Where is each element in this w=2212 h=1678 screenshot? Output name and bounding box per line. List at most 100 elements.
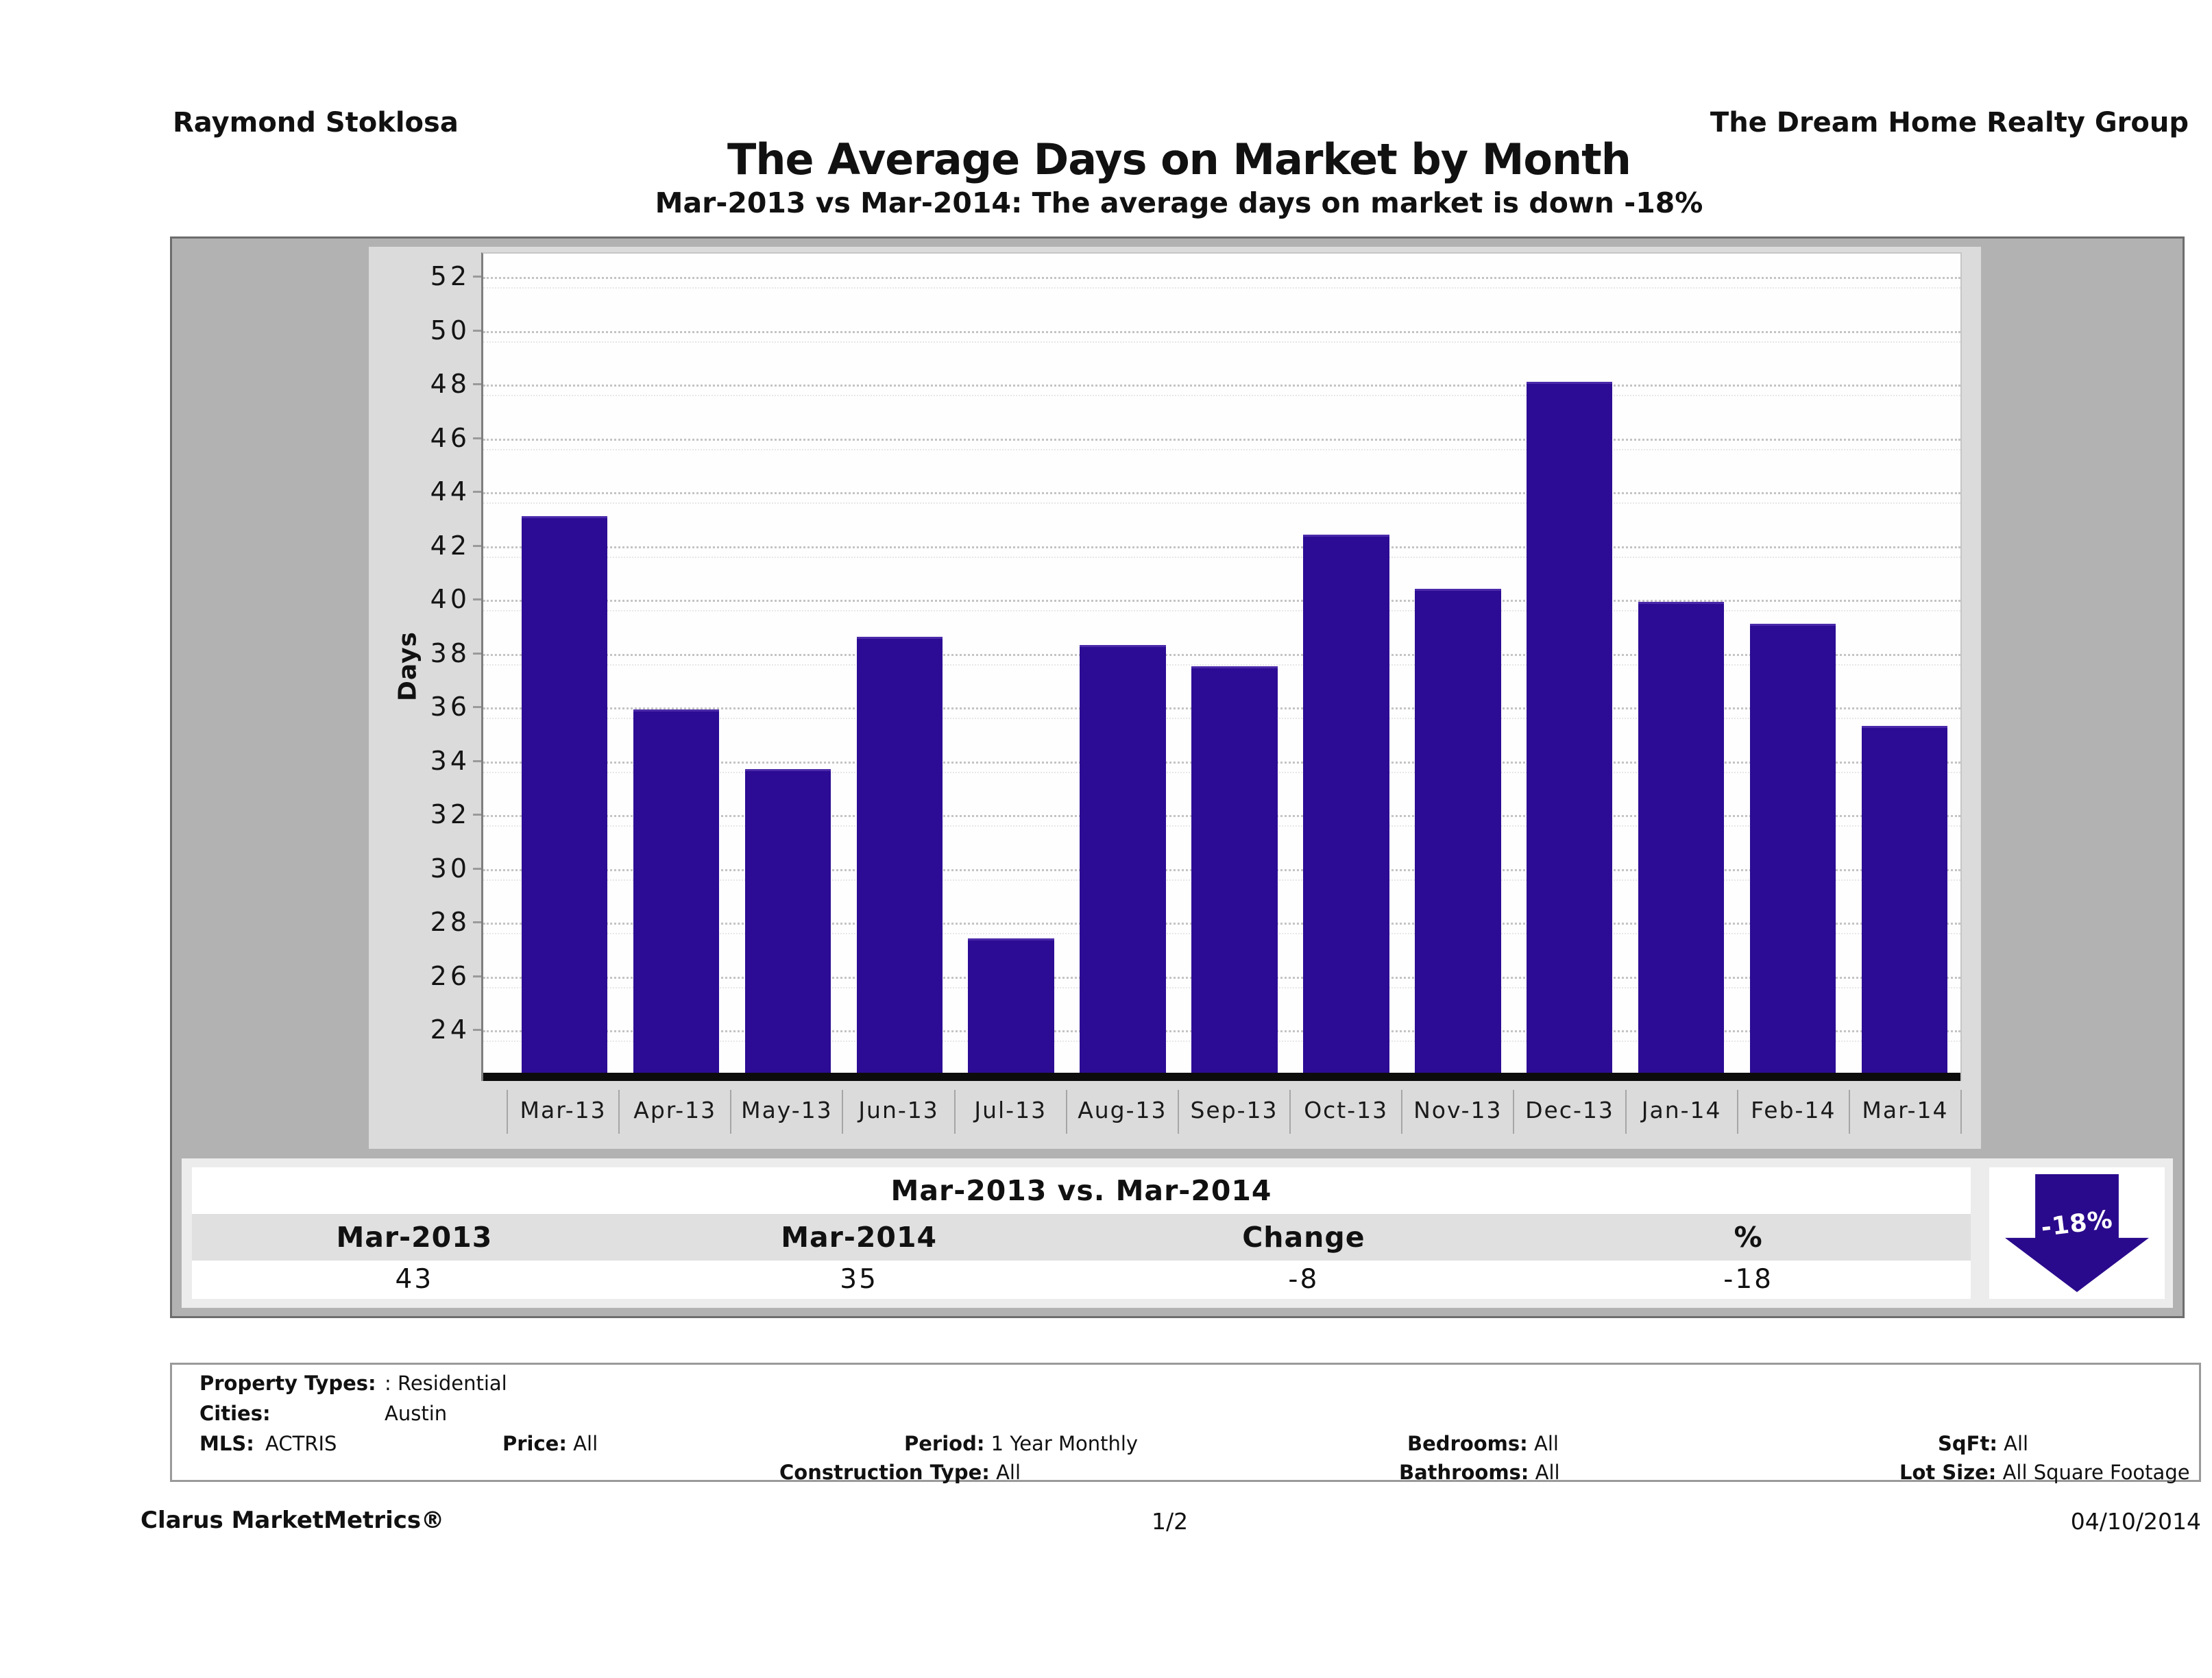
y-tick-mark <box>473 1029 481 1032</box>
x-tick-label: May-13 <box>730 1090 842 1134</box>
y-tick-label: 34 <box>430 745 470 776</box>
cities-label: Cities: <box>199 1402 271 1425</box>
bar-may-13 <box>744 769 831 1073</box>
period-label: Period: <box>904 1432 985 1455</box>
y-tick-label: 32 <box>430 799 470 830</box>
report-title: The Average Days on Market by Month <box>727 134 1631 184</box>
y-tick-mark <box>473 491 481 494</box>
y-tick-label: 26 <box>430 960 470 991</box>
cities-value: Austin <box>385 1402 448 1425</box>
trend-arrow-panel: -18% <box>1989 1167 2165 1299</box>
bar-apr-13 <box>633 709 720 1073</box>
summary-col-header-mar2014: Mar-2014 <box>781 1221 938 1254</box>
y-tick-label: 42 <box>430 530 470 561</box>
gridline <box>483 438 1960 441</box>
y-tick-label: 38 <box>430 637 470 668</box>
x-tick-label: Oct-13 <box>1289 1090 1401 1134</box>
summary-value-percent: -18 <box>1723 1264 1773 1295</box>
criteria-price: Price: All <box>502 1432 598 1455</box>
x-axis-labels: Mar-13 Apr-13 May-13 Jun-13 Jul-13 Aug-13 Sep-… <box>481 1090 1962 1134</box>
construction-type-label: Construction Type: <box>779 1461 990 1484</box>
footer-date: 04/10/2014 <box>2070 1508 2201 1535</box>
criteria-cities-value: Austin <box>385 1402 447 1425</box>
summary-table: Mar-2013 vs. Mar-2014 Mar-2013 Mar-2014 … <box>182 1158 2173 1308</box>
gridline-echo <box>483 556 1960 558</box>
y-tick-label: 40 <box>430 584 470 615</box>
lot-size-label: Lot Size: <box>1899 1461 1997 1484</box>
y-tick-label: 52 <box>430 261 470 292</box>
summary-col-header-change: Change <box>1242 1221 1365 1254</box>
gridline-echo <box>483 502 1960 504</box>
x-tick-label: Sep-13 <box>1177 1090 1289 1134</box>
criteria-bathrooms: Bathrooms: All <box>1399 1461 1560 1484</box>
criteria-construction: Construction Type: All <box>779 1461 1021 1484</box>
gridline <box>483 385 1960 387</box>
footer-brand: Clarus MarketMetrics® <box>141 1507 445 1534</box>
y-tick-mark <box>473 329 481 332</box>
period-value: 1 Year Monthly <box>990 1432 1139 1455</box>
gridline <box>483 600 1960 603</box>
y-tick-mark <box>473 276 481 278</box>
y-tick-label: 28 <box>430 907 470 938</box>
criteria-mls-value: ACTRIS <box>265 1432 337 1455</box>
summary-value-change: -8 <box>1288 1264 1320 1295</box>
property-types-label: Property Types: <box>199 1372 376 1395</box>
y-tick-label: 50 <box>430 315 470 345</box>
criteria-box: Property Types: : Residential Cities: Au… <box>170 1363 2201 1484</box>
company-name: The Dream Home Realty Group <box>1710 107 2189 138</box>
bar-slot <box>1737 254 1849 1073</box>
criteria-mls: MLS: <box>199 1432 254 1455</box>
summary-col-header-mar2013: Mar-2013 <box>336 1221 493 1254</box>
bar-nov-13 <box>1415 589 1501 1073</box>
bar-mar-14 <box>1861 726 1948 1073</box>
bar-slot <box>1402 254 1514 1073</box>
y-tick-mark <box>473 867 481 870</box>
bar-slot <box>1067 254 1179 1073</box>
gridline <box>483 546 1960 548</box>
footer-page-number: 1/2 <box>1152 1508 1189 1535</box>
y-tick-mark <box>473 706 481 709</box>
gridline <box>483 653 1960 656</box>
criteria-cities: Cities: <box>199 1402 271 1425</box>
y-tick-label: 48 <box>430 369 470 400</box>
sqft-value: All <box>2004 1432 2029 1455</box>
y-tick-label: 24 <box>430 1014 470 1045</box>
sqft-label: SqFt: <box>1938 1432 1997 1455</box>
down-arrow-icon: -18% <box>2005 1174 2149 1292</box>
agent-name: Raymond Stoklosa <box>173 107 459 138</box>
bar-slot <box>844 254 956 1073</box>
chart-container: Days Mar-13 Apr-13 May-13 Jun-13 Jul-13 Aug-1… <box>170 236 2185 1318</box>
bar-jan-14 <box>1638 602 1725 1073</box>
report-subtitle: Mar-2013 vs Mar-2014: The average days o… <box>655 186 1703 219</box>
bar-slot <box>1625 254 1737 1073</box>
bar-oct-13 <box>1303 535 1389 1073</box>
bar-sep-13 <box>1191 666 1278 1073</box>
y-tick-label: 44 <box>430 476 470 507</box>
bar-jun-13 <box>856 637 943 1073</box>
criteria-property-types: Property Types: <box>199 1372 376 1395</box>
bar-slot <box>1179 254 1291 1073</box>
bars-layer <box>483 254 1960 1073</box>
gridline-echo <box>483 287 1960 289</box>
summary-value-row: 43 35 -8 -18 <box>192 1261 1971 1299</box>
x-axis-line <box>483 1073 1960 1081</box>
y-tick-mark <box>473 544 481 547</box>
price-value: All <box>573 1432 598 1455</box>
x-tick-label: Nov-13 <box>1401 1090 1513 1134</box>
bar-slot <box>1514 254 1625 1073</box>
criteria-lot-size: Lot Size: All Square Footage <box>1899 1461 2190 1484</box>
summary-col-header-percent: % <box>1734 1221 1763 1254</box>
x-tick-label: Mar-13 <box>507 1090 618 1134</box>
criteria-sqft: SqFt: All <box>1938 1432 2028 1455</box>
bar-slot <box>620 254 732 1073</box>
gridline-echo <box>483 395 1960 397</box>
y-tick-mark <box>473 652 481 655</box>
bar-jul-13 <box>968 938 1054 1073</box>
y-tick-mark <box>473 921 481 924</box>
property-types-value: : Residential <box>385 1372 507 1395</box>
criteria-period: Period: 1 Year Monthly <box>904 1432 1138 1455</box>
summary-value-mar2013: 43 <box>395 1264 434 1295</box>
trend-percent-label: -18% <box>2039 1205 2115 1243</box>
price-label: Price: <box>502 1432 567 1455</box>
y-tick-label: 30 <box>430 853 470 884</box>
